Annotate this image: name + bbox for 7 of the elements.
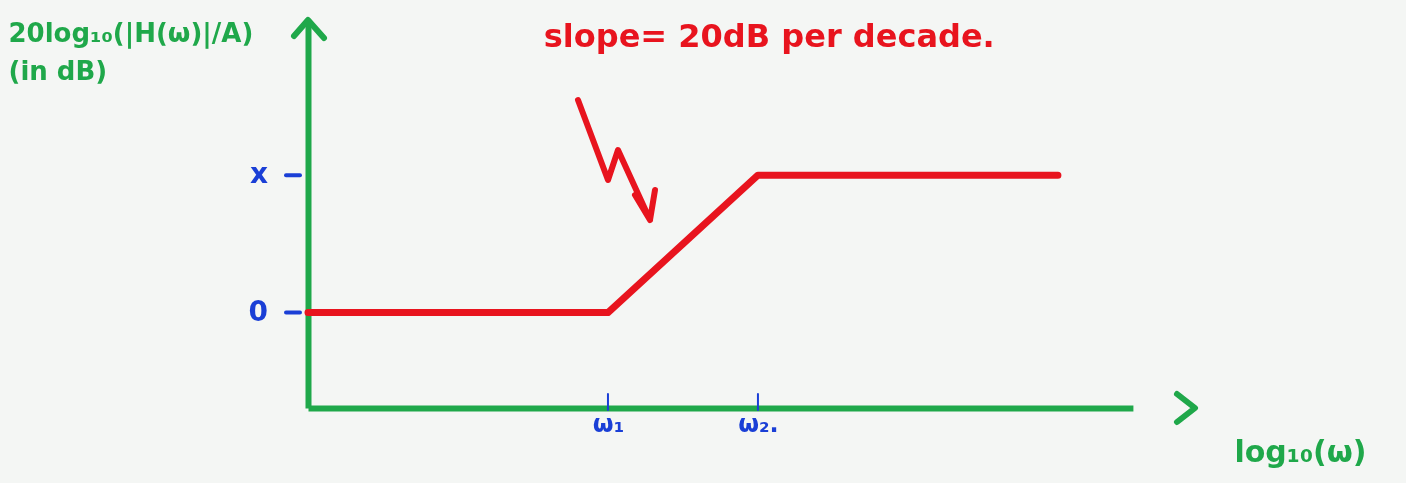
text: slope= 20dB per decade. [543, 17, 995, 55]
x-tick-label: ω₁ [592, 409, 625, 438]
text: 0 [248, 294, 268, 328]
y-axis-title: 20log₁₀(|H(ω)|/A) (in dB) [8, 17, 254, 86]
x-axis-title: log₁₀(ω) [1234, 433, 1367, 469]
x-tick-label: ω₂. [738, 409, 779, 438]
text: x [249, 157, 268, 191]
